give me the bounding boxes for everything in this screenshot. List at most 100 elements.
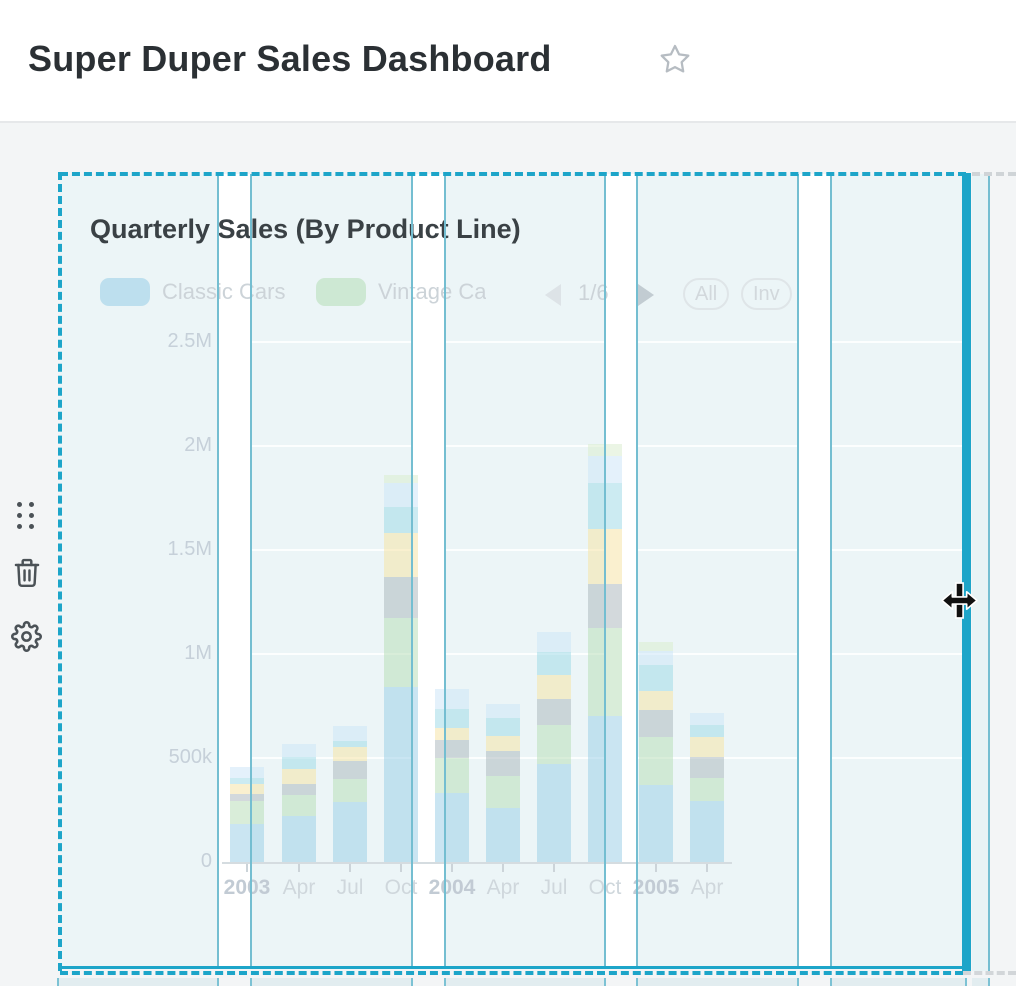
card-selection-border-left xyxy=(58,172,62,971)
y-axis-minor-tick xyxy=(220,673,228,677)
bar-segment[interactable] xyxy=(333,801,367,862)
bar-segment[interactable] xyxy=(230,823,264,862)
bar-segment[interactable] xyxy=(486,703,520,719)
grid-column-line xyxy=(636,174,638,968)
bar-segment[interactable] xyxy=(435,793,469,862)
bar-segment[interactable] xyxy=(435,709,469,728)
bar-segment[interactable] xyxy=(537,632,571,652)
bar-segment[interactable] xyxy=(639,785,673,862)
bar-segment[interactable] xyxy=(537,674,571,699)
bar-segment[interactable] xyxy=(230,767,264,778)
y-axis-minor-tick xyxy=(220,694,228,698)
card-actions-sidebar xyxy=(0,123,58,986)
bar-segment[interactable] xyxy=(384,475,418,484)
bar-segment[interactable] xyxy=(435,758,469,794)
bar-segment[interactable] xyxy=(333,778,367,802)
bar-segment[interactable] xyxy=(435,740,469,758)
grid-column-line xyxy=(797,174,799,968)
bar-segment[interactable] xyxy=(486,718,520,737)
grid-column-line xyxy=(217,174,219,968)
x-axis-tick-label: Oct xyxy=(384,876,418,899)
bar-segment[interactable] xyxy=(486,775,520,808)
legend-item[interactable]: Vintage Ca xyxy=(316,278,546,306)
bar-segment[interactable] xyxy=(333,761,367,779)
grid-gutter xyxy=(798,174,832,968)
grid-row-dashed-line-gray-top xyxy=(972,172,1016,176)
card-title: Quarterly Sales (By Product Line) xyxy=(90,214,521,244)
x-axis-tick xyxy=(451,864,453,872)
legend-swatch xyxy=(316,278,366,306)
y-axis-minor-tick xyxy=(220,798,228,802)
y-axis-minor-tick xyxy=(220,486,228,490)
legend-swatch xyxy=(100,278,150,306)
bar-segment[interactable] xyxy=(384,483,418,508)
bar-segment[interactable] xyxy=(639,641,673,651)
bar-segment[interactable] xyxy=(435,727,469,741)
bar-segment[interactable] xyxy=(282,744,316,757)
grid-column-line xyxy=(217,978,219,986)
bar-segment[interactable] xyxy=(486,750,520,776)
x-axis-tick xyxy=(349,864,351,872)
bar-segment[interactable] xyxy=(639,710,673,738)
bar-segment[interactable] xyxy=(537,698,571,725)
bar-segment[interactable] xyxy=(639,665,673,692)
next-row-grid-strip xyxy=(0,978,1016,986)
x-axis-tick xyxy=(706,864,708,872)
bar-segment[interactable] xyxy=(690,737,724,757)
grid-column-line xyxy=(250,174,252,968)
bar-segment[interactable] xyxy=(486,807,520,862)
bar-segment[interactable] xyxy=(690,713,724,725)
grid-column-band xyxy=(832,978,966,986)
bar-segment[interactable] xyxy=(690,777,724,801)
legend-label: Vintage Ca xyxy=(378,279,487,304)
drag-handle-icon[interactable] xyxy=(17,502,34,529)
bar-segment[interactable] xyxy=(230,794,264,801)
y-axis-minor-tick xyxy=(220,840,228,844)
y-axis-minor-tick xyxy=(220,611,228,615)
y-axis-tick-label: 1M xyxy=(184,642,212,664)
bar-segment[interactable] xyxy=(333,741,367,747)
bar-segment[interactable] xyxy=(282,816,316,862)
legend-inv-button[interactable]: Inv xyxy=(741,278,792,310)
dashboard-card[interactable]: Quarterly Sales (By Product Line) Classi… xyxy=(60,174,966,968)
grid-column-band xyxy=(446,978,605,986)
legend-item[interactable]: Classic Cars xyxy=(100,278,360,306)
bar-segment[interactable] xyxy=(639,650,673,666)
grid-column-line xyxy=(604,174,606,968)
trash-icon[interactable] xyxy=(12,557,42,594)
bar-segment[interactable] xyxy=(537,651,571,675)
bar-segment[interactable] xyxy=(537,764,571,862)
card-resize-edge[interactable] xyxy=(962,173,971,971)
bar-segment[interactable] xyxy=(537,724,571,765)
x-axis-tick xyxy=(298,864,300,872)
bar-segment[interactable] xyxy=(282,756,316,770)
star-icon[interactable] xyxy=(658,42,692,76)
bar-segment[interactable] xyxy=(690,724,724,738)
legend-all-button[interactable]: All xyxy=(683,278,730,310)
bar-segment[interactable] xyxy=(639,737,673,786)
bar-segment[interactable] xyxy=(282,795,316,817)
bar-segment[interactable] xyxy=(333,746,367,762)
chevron-left-icon[interactable] xyxy=(545,284,561,306)
bar-segment[interactable] xyxy=(639,691,673,711)
bar-segment[interactable] xyxy=(690,800,724,862)
grid-column-band xyxy=(58,978,218,986)
bar-segment[interactable] xyxy=(230,800,264,824)
bar-segment[interactable] xyxy=(282,784,316,796)
x-axis-tick-label: Jul xyxy=(336,876,364,899)
bar-segment[interactable] xyxy=(282,769,316,784)
bar-segment[interactable] xyxy=(486,736,520,751)
x-axis-tick-label: Apr xyxy=(486,876,520,899)
bar-segment[interactable] xyxy=(230,784,264,795)
x-axis-tick-label: Jul xyxy=(540,876,568,899)
bar-segment[interactable] xyxy=(230,777,264,784)
bar-segment[interactable] xyxy=(333,725,367,742)
grid-column-band xyxy=(252,978,412,986)
x-axis-line xyxy=(222,862,732,864)
bar-segment[interactable] xyxy=(690,756,724,778)
x-axis-tick xyxy=(246,864,248,872)
gear-icon[interactable] xyxy=(11,621,42,657)
bar-segment[interactable] xyxy=(435,689,469,710)
chevron-right-icon[interactable] xyxy=(638,284,654,306)
